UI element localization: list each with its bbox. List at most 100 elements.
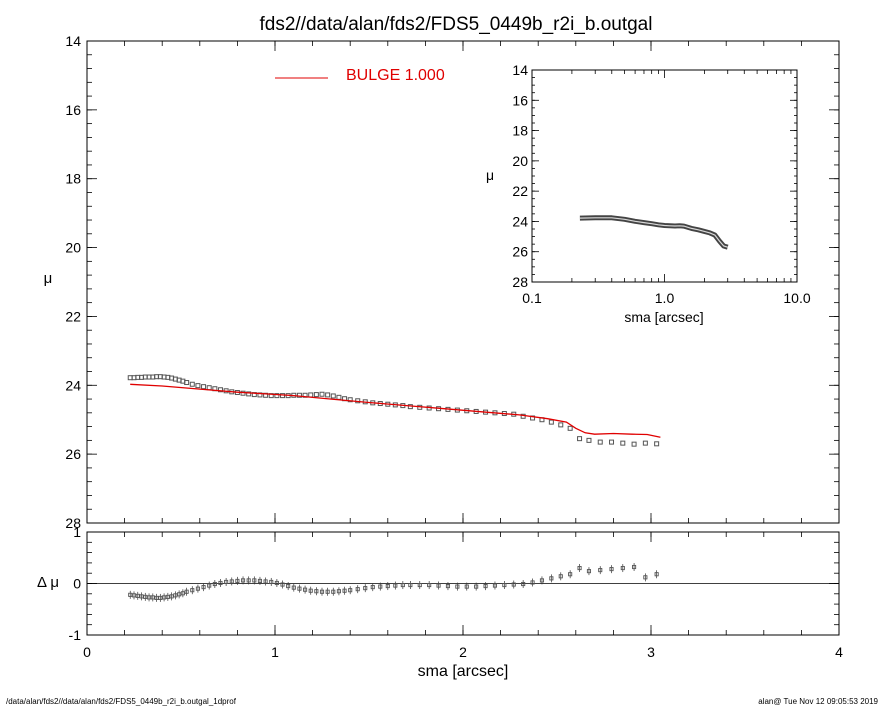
residual-data-point <box>165 594 170 599</box>
inset-profile-curve <box>579 215 729 250</box>
residual-data-point <box>158 595 163 600</box>
residual-data-point <box>474 584 479 589</box>
residual-data-point <box>135 593 140 598</box>
residual-data-point <box>436 583 441 588</box>
residual-data-point <box>445 584 451 589</box>
residual-data-point <box>297 586 302 591</box>
residual-data-point <box>348 588 353 593</box>
inset-y-ticks: 14 16 18 20 22 24 26 28 <box>512 62 797 290</box>
residual-data-point <box>154 595 159 600</box>
residual-y-tick-label: 1 <box>73 524 81 540</box>
residual-data-point <box>190 588 195 593</box>
inset-x-tick-label: 0.1 <box>522 290 542 306</box>
main-data-point <box>530 415 536 421</box>
residual-data-point <box>229 579 234 584</box>
residual-data-point <box>207 583 212 588</box>
main-data-point <box>336 394 342 400</box>
residual-data-point <box>400 582 405 588</box>
main-data-point <box>217 387 223 393</box>
main-data-point <box>654 441 660 447</box>
residual-data-point <box>180 591 185 596</box>
footer-file-path: /data/alan/fds2//data/alan/fds2/FDS5_044… <box>6 697 237 706</box>
main-data-point <box>620 440 626 446</box>
x-tick-label: 2 <box>459 644 467 660</box>
inset-x-ticks: 0.1 1.0 10.0 <box>522 70 811 306</box>
residual-data-point <box>549 576 554 581</box>
main-y-tick-label: 20 <box>65 240 81 256</box>
residual-data-point <box>539 578 545 583</box>
x-tick-label: 3 <box>647 644 655 660</box>
residual-data-point <box>252 578 257 583</box>
main-data-point <box>319 391 325 397</box>
main-y-tick-label: 16 <box>65 102 81 118</box>
residual-data-point <box>269 579 274 585</box>
residual-data-point <box>173 593 178 598</box>
inset-x-tick-label: 10.0 <box>783 290 810 306</box>
main-data-point <box>631 441 637 447</box>
residual-data-point <box>280 582 285 587</box>
inset-y-tick-label: 28 <box>512 274 528 290</box>
residual-data-point <box>643 575 648 580</box>
main-data-point <box>330 393 336 399</box>
residual-data-point <box>609 567 614 572</box>
inset-plot-frame <box>531 69 798 283</box>
residual-data-points <box>128 563 659 602</box>
residual-data-point <box>212 581 217 587</box>
main-data-point <box>184 380 190 386</box>
main-data-point <box>195 383 201 389</box>
main-y-tick-label: 26 <box>65 446 81 462</box>
main-y-axis-label: μ <box>44 270 53 287</box>
x-tick-label: 0 <box>83 644 91 660</box>
residual-data-point <box>502 582 507 588</box>
residual-data-point <box>195 586 200 591</box>
residual-y-ticks: -1 0 1 <box>69 524 839 643</box>
main-data-point <box>609 439 615 445</box>
inset-y-tick-label: 16 <box>512 92 528 108</box>
main-data-point <box>296 392 302 398</box>
residual-data-point <box>654 572 659 577</box>
inset-panel: 14 16 18 20 22 24 26 28 0.1 1.0 10.0 μ sma [arcse… <box>486 62 811 325</box>
main-data-point <box>201 384 207 390</box>
residual-data-point <box>342 588 347 593</box>
residual-data-point <box>240 578 246 583</box>
model-line <box>130 383 661 438</box>
inset-y-tick-label: 14 <box>512 62 528 78</box>
inset-y-tick-label: 24 <box>512 213 528 229</box>
main-data-point <box>548 419 554 425</box>
main-data-point <box>642 440 648 446</box>
inset-profile-line <box>579 217 728 248</box>
x-tick-label: 4 <box>835 644 843 660</box>
residual-data-point <box>336 589 341 594</box>
residual-data-point <box>620 566 625 571</box>
residual-data-point <box>521 581 526 587</box>
main-data-point <box>586 437 592 443</box>
residual-data-point <box>146 595 152 600</box>
main-y-ticks: 14 16 18 20 22 24 26 28 <box>65 33 839 531</box>
residual-data-point <box>577 566 582 571</box>
residual-data-point <box>177 592 182 597</box>
residual-data-point <box>355 587 360 592</box>
residual-data-point <box>598 568 603 573</box>
x-axis-label: sma [arcsec] <box>418 663 509 680</box>
inset-x-tick-label: 1.0 <box>655 290 675 306</box>
residual-data-point <box>131 593 137 598</box>
residual-data-point <box>143 594 148 599</box>
main-y-tick-label: 24 <box>65 377 81 393</box>
inset-y-tick-label: 22 <box>512 183 528 199</box>
residual-data-point <box>370 585 375 590</box>
residual-data-point <box>139 594 144 599</box>
residual-data-point <box>417 582 422 588</box>
figure-title: fds2//data/alan/fds2/FDS5_0449b_r2i_b.ou… <box>260 14 653 35</box>
residual-data-point <box>530 580 535 585</box>
main-y-tick-label: 14 <box>65 33 81 49</box>
residual-data-point <box>325 589 330 594</box>
residual-data-point <box>184 589 189 594</box>
residual-data-point <box>201 585 206 590</box>
residual-data-point <box>363 586 368 591</box>
residual-data-point <box>378 584 383 589</box>
main-y-tick-label: 28 <box>65 515 81 531</box>
residual-data-point <box>246 578 251 583</box>
main-data-point <box>325 392 331 398</box>
residual-data-point <box>385 584 390 589</box>
